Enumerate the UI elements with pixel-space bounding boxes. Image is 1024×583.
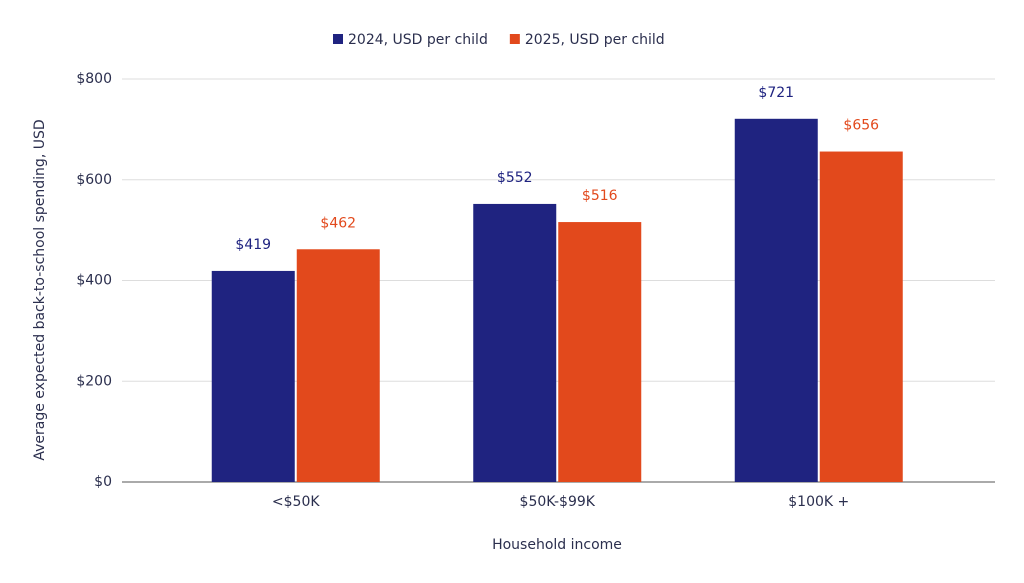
bar xyxy=(473,203,557,482)
y-tick-label: $400 xyxy=(76,273,112,289)
x-tick-label: $100K + xyxy=(788,494,849,510)
value-label: $656 xyxy=(843,118,879,134)
legend-label: 2024, USD per child xyxy=(348,32,488,48)
y-tick-label: $200 xyxy=(76,373,112,389)
x-axis-title: Household income xyxy=(492,537,622,553)
value-label: $516 xyxy=(582,188,618,204)
legend-swatch xyxy=(333,34,343,44)
bar xyxy=(558,222,642,482)
y-tick-label: $0 xyxy=(94,474,112,490)
y-tick-label: $800 xyxy=(76,71,112,87)
x-tick-label: $50K-$99K xyxy=(520,494,596,510)
y-axis-title: Average expected back-to-school spending… xyxy=(32,119,48,460)
value-label: $462 xyxy=(320,215,356,231)
legend-label: 2025, USD per child xyxy=(525,32,665,48)
bar xyxy=(296,249,380,482)
value-label: $721 xyxy=(758,85,794,101)
y-tick-label: $600 xyxy=(76,172,112,188)
value-label: $419 xyxy=(235,237,271,253)
legend-swatch xyxy=(509,34,520,44)
bar xyxy=(734,118,818,482)
bar xyxy=(819,151,903,483)
value-label: $552 xyxy=(497,170,533,186)
x-tick-label: <$50K xyxy=(272,494,320,510)
bar xyxy=(211,270,295,482)
